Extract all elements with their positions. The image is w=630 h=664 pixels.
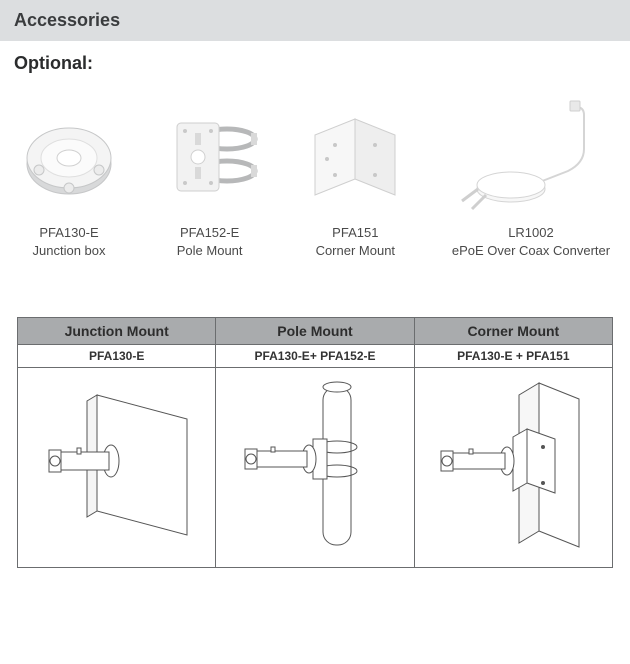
product-item: LR1002 ePoE Over Coax Converter xyxy=(446,104,616,259)
product-item: PFA152-E Pole Mount xyxy=(155,104,265,259)
products-row: PFA130-E Junction box PFA152-E Pole Moun… xyxy=(0,80,630,269)
section-header: Accessories xyxy=(0,0,630,41)
pole-mount-icon xyxy=(155,104,265,214)
product-item: PFA130-E Junction box xyxy=(14,104,124,259)
product-desc: Corner Mount xyxy=(316,242,395,260)
col-parts: PFA130-E xyxy=(18,345,216,368)
product-model: PFA130-E xyxy=(39,224,98,242)
corner-mount-icon xyxy=(305,104,405,214)
subheading-text: Optional: xyxy=(14,53,93,73)
table-row: PFA130-E PFA130-E+ PFA152-E PFA130-E + P… xyxy=(18,345,613,368)
product-model: PFA152-E xyxy=(180,224,239,242)
product-model: PFA151 xyxy=(332,224,378,242)
mount-table: Junction Mount Pole Mount Corner Mount P… xyxy=(17,317,613,568)
col-header: Corner Mount xyxy=(414,318,612,345)
col-parts: PFA130-E+ PFA152-E xyxy=(216,345,414,368)
col-parts: PFA130-E + PFA151 xyxy=(414,345,612,368)
product-desc: ePoE Over Coax Converter xyxy=(452,242,610,260)
junction-mount-diagram xyxy=(18,368,216,568)
product-desc: Junction box xyxy=(33,242,106,260)
col-header: Pole Mount xyxy=(216,318,414,345)
product-item: PFA151 Corner Mount xyxy=(295,104,415,259)
table-row xyxy=(18,368,613,568)
product-desc: Pole Mount xyxy=(177,242,243,260)
junction-box-icon xyxy=(19,104,119,214)
subheading: Optional: xyxy=(0,41,630,80)
pole-mount-diagram xyxy=(216,368,414,568)
corner-mount-diagram xyxy=(414,368,612,568)
epoe-converter-icon xyxy=(456,104,606,214)
col-header: Junction Mount xyxy=(18,318,216,345)
product-model: LR1002 xyxy=(508,224,554,242)
section-title: Accessories xyxy=(14,10,120,30)
table-row: Junction Mount Pole Mount Corner Mount xyxy=(18,318,613,345)
